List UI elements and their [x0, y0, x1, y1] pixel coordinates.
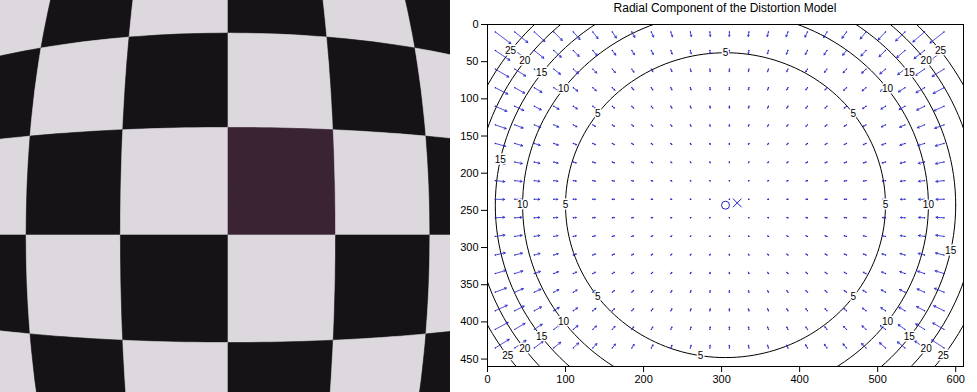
svg-text:300: 300	[712, 373, 730, 385]
svg-text:10: 10	[923, 199, 935, 210]
svg-text:5: 5	[723, 47, 729, 58]
svg-text:200: 200	[634, 373, 652, 385]
svg-text:20: 20	[921, 55, 933, 66]
svg-text:15: 15	[904, 67, 916, 78]
svg-text:5: 5	[595, 108, 601, 119]
svg-text:25: 25	[502, 350, 514, 361]
svg-text:15: 15	[536, 67, 548, 78]
svg-text:350: 350	[460, 278, 478, 290]
svg-text:300: 300	[460, 241, 478, 253]
svg-text:10: 10	[558, 83, 570, 94]
svg-text:500: 500	[868, 373, 886, 385]
svg-text:5: 5	[850, 108, 856, 119]
svg-text:400: 400	[790, 373, 808, 385]
svg-text:20: 20	[921, 343, 933, 354]
svg-text:0: 0	[484, 373, 490, 385]
svg-text:450: 450	[460, 353, 478, 365]
svg-text:10: 10	[882, 83, 894, 94]
svg-text:250: 250	[460, 204, 478, 216]
svg-text:10: 10	[882, 316, 894, 327]
html-text:Radial Component of the Distor: Radial Component of the Distortion Model	[613, 1, 837, 15]
svg-text:100: 100	[556, 373, 574, 385]
svg-text:15: 15	[904, 331, 916, 342]
svg-text:10: 10	[558, 316, 570, 327]
svg-text:15: 15	[945, 245, 957, 256]
svg-text:15: 15	[536, 331, 548, 342]
svg-text:25: 25	[938, 350, 950, 361]
svg-text:200: 200	[460, 167, 478, 179]
svg-text:20: 20	[519, 55, 531, 66]
svg-text:25: 25	[935, 45, 947, 56]
svg-text:0: 0	[472, 18, 478, 30]
svg-text:400: 400	[460, 315, 478, 327]
svg-text:50: 50	[466, 55, 478, 67]
svg-text:5: 5	[595, 291, 601, 302]
svg-text:100: 100	[460, 92, 478, 104]
svg-text:5: 5	[698, 350, 704, 361]
svg-text:25: 25	[505, 45, 517, 56]
svg-text:600: 600	[947, 373, 965, 385]
svg-text:5: 5	[883, 199, 889, 210]
svg-text:15: 15	[495, 154, 507, 165]
svg-text:5: 5	[850, 291, 856, 302]
svg-text:20: 20	[519, 343, 531, 354]
svg-text:10: 10	[517, 199, 529, 210]
svg-text:5: 5	[563, 199, 569, 210]
svg-text:150: 150	[460, 130, 478, 142]
